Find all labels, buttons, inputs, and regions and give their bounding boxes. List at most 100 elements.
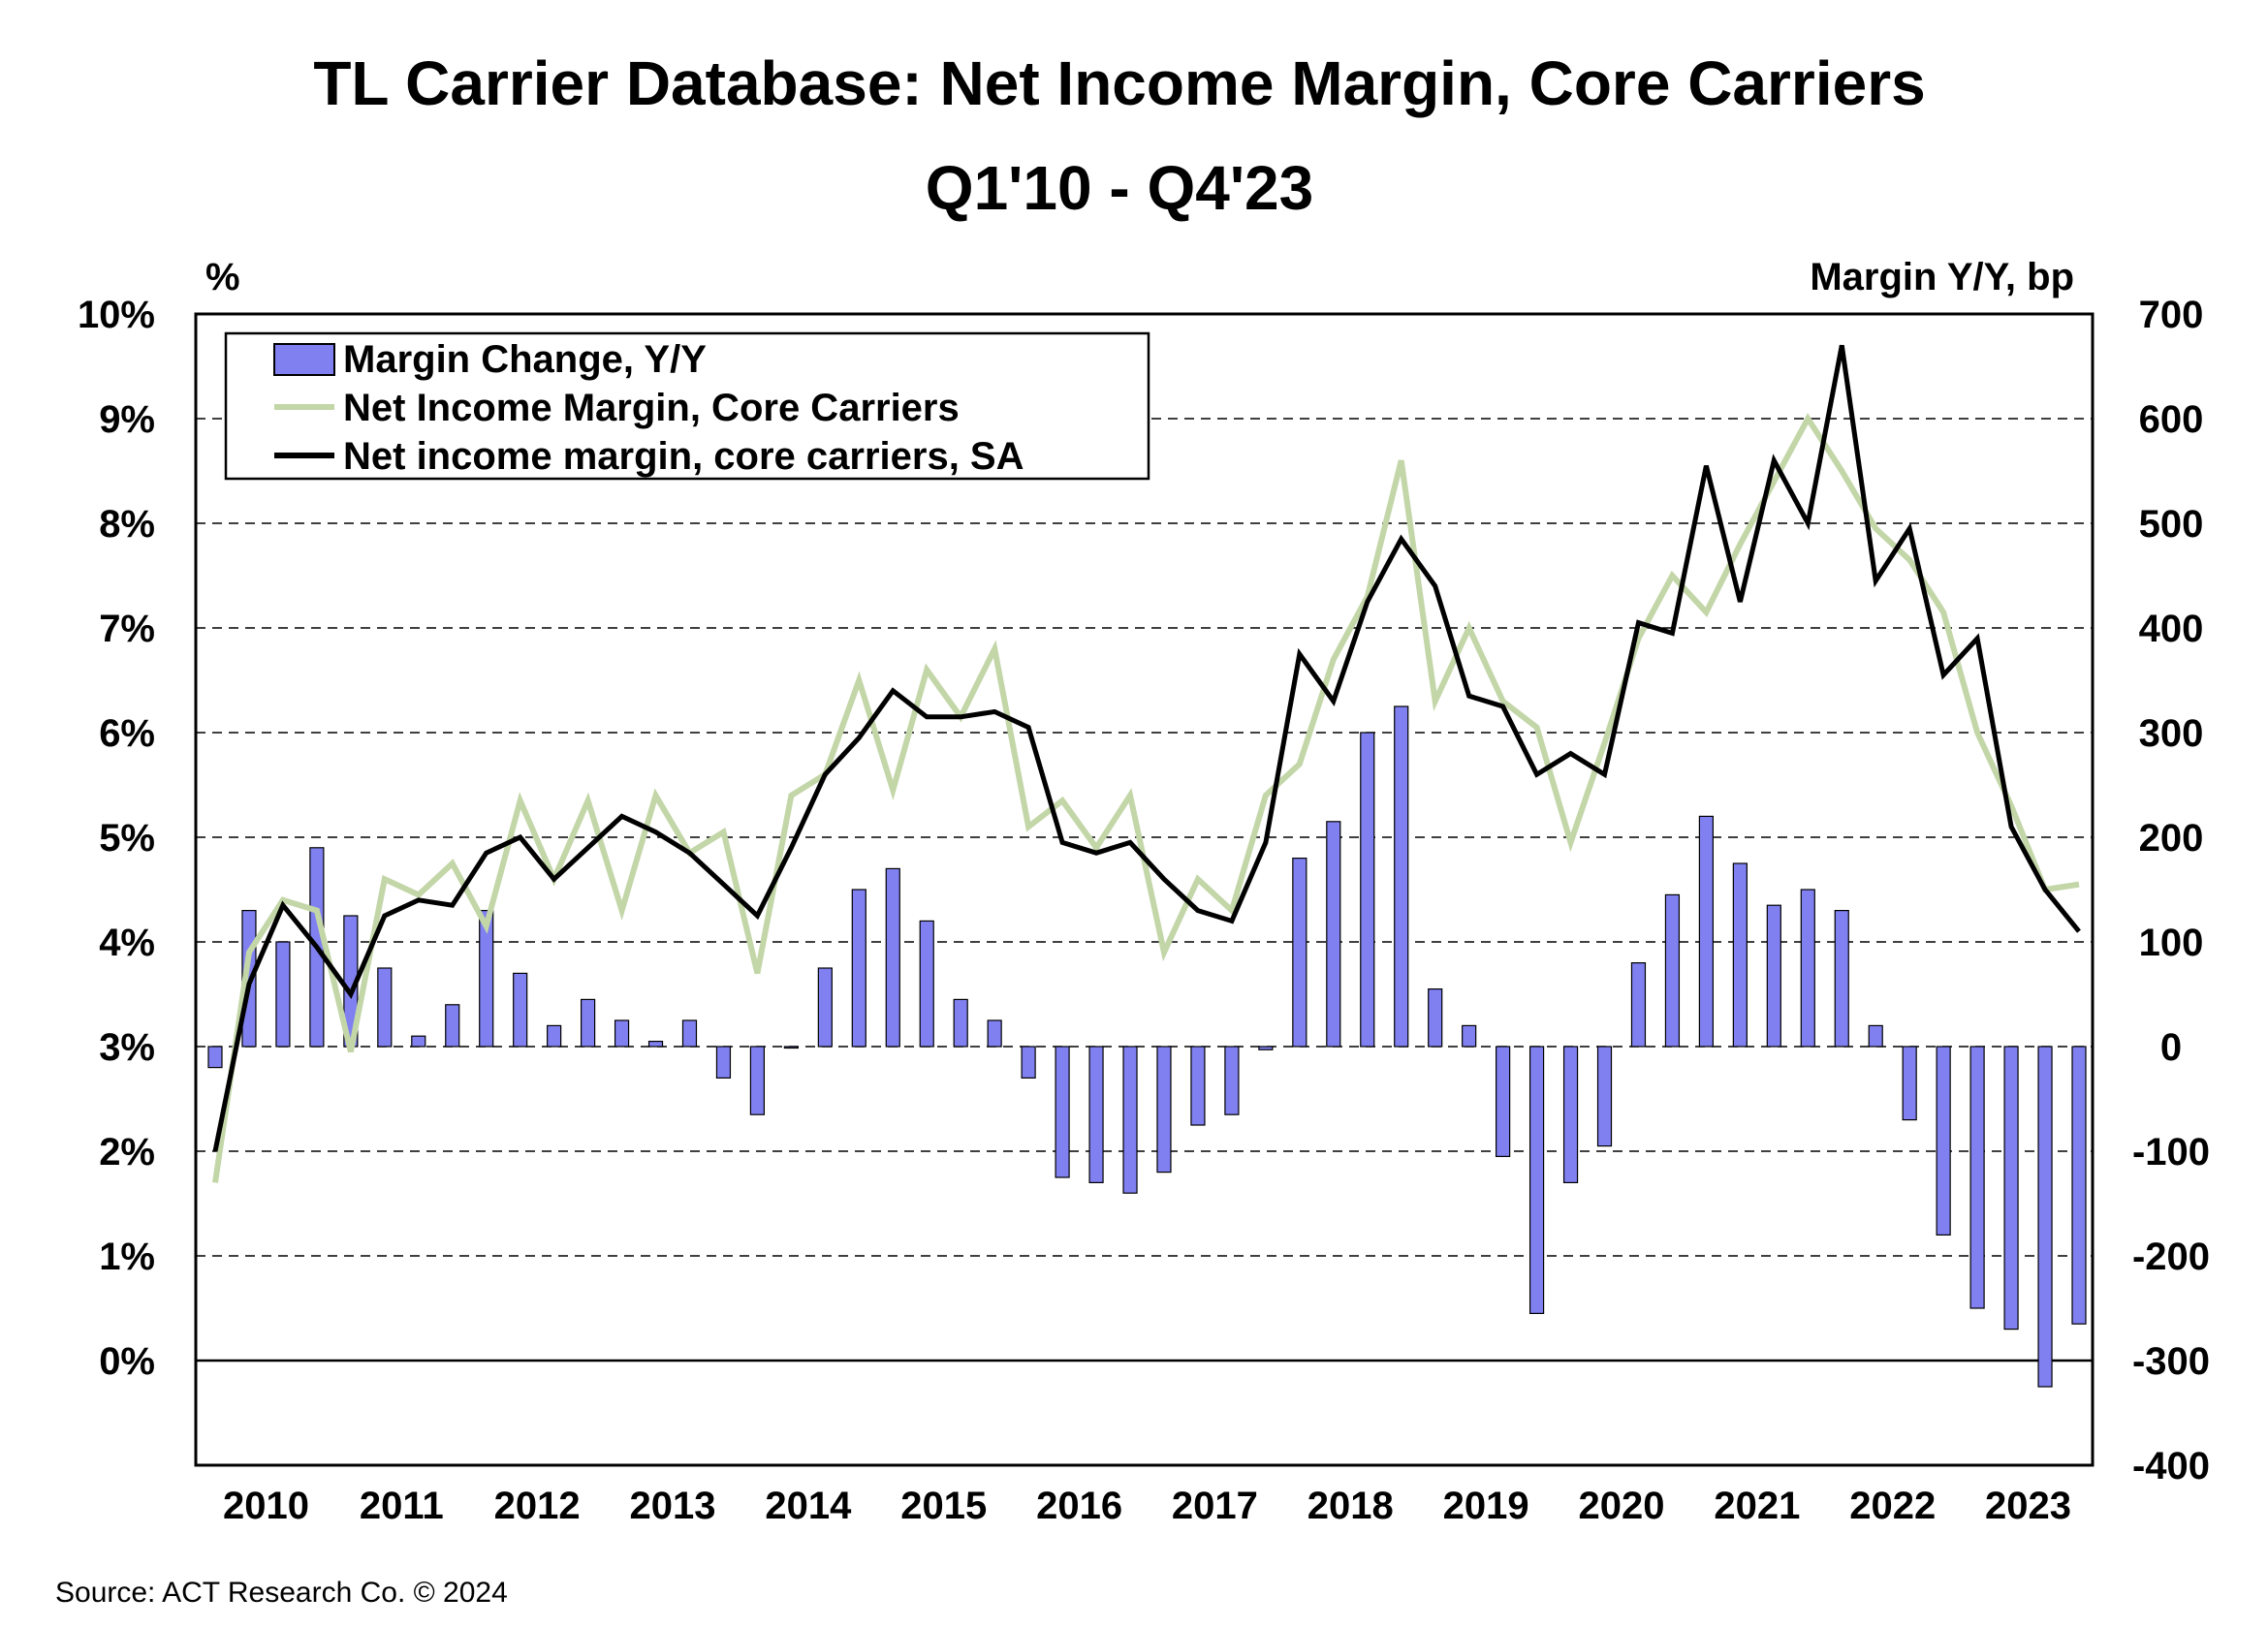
- legend-label-net-income-margin: Net Income Margin, Core Carriers: [343, 387, 960, 429]
- bar-margin-change: [1055, 1046, 1070, 1178]
- bar-margin-change: [1969, 1046, 1985, 1309]
- bar-margin-change: [547, 1024, 562, 1048]
- bar-series-margin-change: [207, 705, 2087, 1388]
- left-axis-tick-label: 6%: [99, 712, 155, 755]
- right-axis-tick-label: -400: [2132, 1445, 2210, 1487]
- bar-margin-change: [1868, 1024, 1883, 1048]
- chart-subtitle: Q1'10 - Q4'23: [926, 153, 1313, 223]
- bar-margin-change: [1428, 987, 1443, 1048]
- legend-swatch-bar: [273, 343, 335, 376]
- bar-margin-change: [377, 967, 393, 1048]
- bar-margin-change: [1258, 1046, 1274, 1050]
- bar-margin-change: [681, 1019, 698, 1048]
- left-axis-tick-label: 7%: [99, 608, 155, 650]
- bar-margin-change: [1224, 1046, 1240, 1115]
- bar-margin-change: [1156, 1046, 1172, 1174]
- bar-margin-change: [885, 867, 900, 1048]
- bar-margin-change: [411, 1035, 426, 1048]
- bar-margin-change: [1902, 1046, 1917, 1121]
- bar-margin-change: [919, 920, 934, 1048]
- right-axis-tick-label: -300: [2132, 1340, 2210, 1383]
- bar-margin-change: [1021, 1046, 1036, 1080]
- right-axis-tick-label: 100: [2139, 922, 2204, 964]
- left-axis-tick-label: 2%: [99, 1131, 155, 1174]
- x-axis-tick-label: 2020: [1578, 1485, 1664, 1527]
- left-axis-tick-label: 8%: [99, 503, 155, 546]
- line-series-layer: [212, 344, 2081, 1183]
- bar-margin-change: [1326, 821, 1341, 1048]
- left-axis-tick-label: 3%: [99, 1026, 155, 1069]
- x-axis-tick-label: 2014: [765, 1485, 852, 1527]
- x-axis-tick-label: 2011: [360, 1485, 444, 1527]
- source-note: Source: ACT Research Co. © 2024: [55, 1577, 508, 1609]
- left-axis-tick-label: 0%: [99, 1340, 155, 1383]
- right-axis-unit-label: Margin Y/Y, bp: [1810, 256, 2074, 298]
- bar-margin-change: [1122, 1046, 1138, 1194]
- bar-margin-change: [1528, 1046, 1545, 1314]
- bar-margin-change: [1800, 889, 1815, 1048]
- right-axis-tick-label: 300: [2139, 712, 2204, 755]
- bar-margin-change: [1834, 909, 1849, 1048]
- bar-margin-change: [1630, 961, 1647, 1048]
- bar-margin-change: [1360, 732, 1375, 1048]
- x-axis: 2010 2011 2012 2013 2014 2015 2016 2017 2018 2019…: [223, 1485, 2071, 1527]
- legend-label-net-income-margin-sa: Net income margin, core carriers, SA: [343, 435, 1024, 478]
- x-axis-tick-label: 2019: [1443, 1485, 1529, 1527]
- line-net-income-margin-sa: [212, 344, 2081, 1152]
- bar-margin-change: [953, 998, 968, 1048]
- x-axis-tick-label: 2022: [1849, 1485, 1936, 1527]
- x-axis-tick-label: 2010: [223, 1485, 309, 1527]
- x-axis-tick-label: 2021: [1714, 1485, 1800, 1527]
- bar-margin-change: [1190, 1046, 1206, 1126]
- bar-margin-change: [817, 967, 833, 1048]
- bar-margin-change: [2037, 1046, 2053, 1388]
- bar-margin-change: [715, 1046, 732, 1080]
- left-axis-tick-label: 1%: [99, 1236, 155, 1278]
- bar-margin-change: [749, 1046, 766, 1115]
- bar-margin-change: [783, 1046, 799, 1049]
- left-axis: 10% 9% 8% 7% 6% 5% 4% 3% 2% 1% 0%: [78, 294, 155, 1383]
- bar-margin-change: [479, 909, 494, 1048]
- bar-margin-change: [1936, 1046, 1951, 1236]
- right-axis: 700 600 500 400 300 200 100 0 -100 -200 -300 -400: [2132, 294, 2210, 1487]
- right-axis-tick-label: 600: [2139, 398, 2204, 441]
- chart-title: TL Carrier Database: Net Income Margin, …: [313, 48, 1925, 118]
- bar-margin-change: [1462, 1024, 1477, 1048]
- x-axis-tick-label: 2015: [900, 1485, 987, 1527]
- bar-margin-change: [580, 998, 596, 1048]
- right-axis-tick-label: 400: [2139, 608, 2204, 650]
- bar-margin-change: [1732, 862, 1748, 1048]
- right-axis-tick-label: 500: [2139, 503, 2204, 546]
- bar-margin-change: [207, 1046, 223, 1069]
- bar-margin-change: [1562, 1046, 1579, 1183]
- right-axis-tick-label: 700: [2139, 294, 2204, 336]
- x-axis-tick-label: 2017: [1172, 1485, 1258, 1527]
- left-axis-unit-label: %: [205, 256, 240, 298]
- bar-margin-change: [1292, 857, 1307, 1048]
- x-axis-tick-label: 2012: [494, 1485, 581, 1527]
- bar-margin-change: [1088, 1046, 1104, 1183]
- legend-box: [224, 331, 1150, 481]
- right-axis-tick-label: -100: [2132, 1131, 2210, 1174]
- left-axis-tick-label: 4%: [99, 922, 155, 964]
- x-axis-tick-label: 2023: [1985, 1485, 2071, 1527]
- left-axis-tick-label: 10%: [78, 294, 155, 336]
- legend-label-margin-change: Margin Change, Y/Y: [343, 338, 707, 381]
- bar-margin-change: [275, 941, 291, 1048]
- bar-margin-change: [1698, 815, 1715, 1048]
- bar-margin-change: [2003, 1046, 2019, 1331]
- line-net-income-margin: [212, 413, 2080, 1183]
- bar-margin-change: [1766, 904, 1781, 1048]
- bar-margin-change: [513, 972, 528, 1048]
- plot-area-frame: [194, 312, 2095, 1467]
- bar-margin-change: [614, 1019, 630, 1048]
- bar-margin-change: [647, 1040, 664, 1048]
- bar-margin-change: [445, 1004, 460, 1048]
- bar-margin-change: [2071, 1046, 2087, 1325]
- bar-margin-change: [851, 889, 866, 1048]
- left-axis-tick-label: 9%: [99, 398, 155, 441]
- x-axis-tick-label: 2013: [630, 1485, 716, 1527]
- right-axis-tick-label: 200: [2139, 817, 2204, 860]
- legend: Margin Change, Y/Y Net Income Margin, Co…: [224, 331, 1150, 481]
